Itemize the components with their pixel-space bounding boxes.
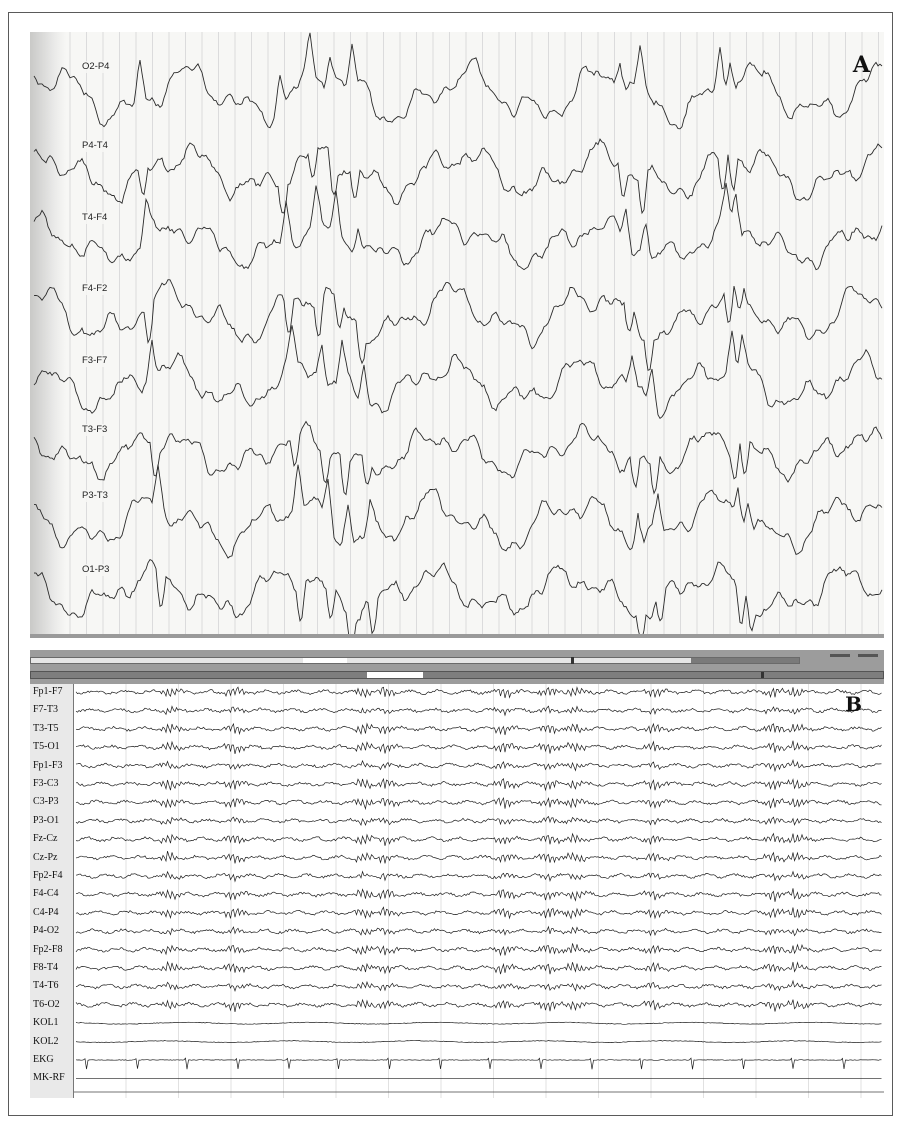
overview-recorded-range bbox=[691, 658, 799, 663]
panel-a-channel-label: T3-F3 bbox=[80, 424, 110, 436]
panel-b-channel-label: Cz-Pz bbox=[33, 851, 58, 863]
overview-event-marker bbox=[571, 657, 574, 664]
panel-b-channel-label: T6-O2 bbox=[33, 998, 60, 1010]
panel-b-channel-label: KOL1 bbox=[33, 1017, 59, 1029]
panel-b-channel-label: T5-O1 bbox=[33, 741, 60, 753]
paper-eeg-trace bbox=[33, 325, 883, 419]
panel-b-channel-label: P4-O2 bbox=[33, 925, 60, 937]
page-scrollbar-thumb[interactable] bbox=[367, 672, 423, 678]
panel-a-channel-label: F3-F7 bbox=[80, 355, 110, 367]
panel-a-channel-label: P3-T3 bbox=[80, 490, 110, 502]
digital-eeg-trace bbox=[75, 888, 882, 902]
paper-eeg-trace bbox=[33, 138, 883, 215]
panel-a-channel-label: O1-P3 bbox=[80, 564, 112, 576]
restore-icon[interactable] bbox=[858, 654, 878, 657]
digital-eeg-trace bbox=[75, 979, 882, 993]
panel-b-channel-label: F4-C4 bbox=[33, 888, 59, 900]
digital-eeg-trace bbox=[75, 1021, 882, 1025]
panel-b-channel-label: T3-T5 bbox=[33, 722, 59, 734]
digital-eeg-trace bbox=[75, 722, 882, 736]
digital-eeg-traces bbox=[74, 684, 884, 1098]
channel-label-sidebar bbox=[30, 684, 74, 1098]
digital-eeg-trace bbox=[75, 759, 882, 773]
paper-bottom-edge bbox=[30, 634, 884, 638]
digital-eeg-trace bbox=[75, 1040, 882, 1044]
panel-b-channel-label: Fz-Cz bbox=[33, 833, 58, 845]
panel-b-channel-label: Fp2-F4 bbox=[33, 870, 63, 881]
digital-eeg-trace bbox=[75, 777, 882, 792]
panel-b-channel-label: F7-T3 bbox=[33, 704, 58, 716]
digital-eeg-trace bbox=[75, 870, 882, 883]
panel-a-letter: A bbox=[852, 52, 870, 78]
digital-eeg-trace bbox=[75, 925, 882, 937]
panel-a-channel-label: O2-P4 bbox=[80, 61, 112, 73]
panel-a-channel-label: P4-T4 bbox=[80, 140, 110, 152]
digital-eeg-trace bbox=[75, 740, 882, 754]
panel-a-paper-eeg: O2-P4 P4-T4 T4-F4 F4-F2 F3-F7 T3-F3 P3-T3 O1-P3… bbox=[30, 32, 884, 638]
page-event-marker bbox=[761, 672, 764, 678]
panel-b-channel-label: EKG bbox=[33, 1054, 54, 1065]
paper-edge-shadow bbox=[30, 32, 66, 638]
panel-b-channel-label: F8-T4 bbox=[33, 962, 58, 973]
panel-b-digital-eeg: Fp1-F7 F7-T3 T3-T5 T5-O1 Fp1-F3 F3-C3 C3-P3 P3-… bbox=[30, 650, 884, 1098]
panel-b-channel-label: P3-O1 bbox=[33, 814, 60, 826]
digital-eeg-trace bbox=[75, 943, 882, 957]
panel-b-channel-label: KOL2 bbox=[33, 1035, 59, 1047]
panel-b-channel-label: MK-RF bbox=[33, 1072, 65, 1084]
viewer-toolbar bbox=[30, 650, 884, 684]
panel-b-channel-label: C4-P4 bbox=[33, 906, 59, 918]
panel-b-channel-label: Fp1-F3 bbox=[33, 759, 63, 771]
paper-eeg-trace bbox=[34, 464, 883, 559]
paper-eeg-trace bbox=[33, 559, 883, 638]
digital-eeg-trace bbox=[75, 998, 882, 1012]
overview-scrollbar[interactable] bbox=[30, 657, 800, 664]
paper-eeg-trace bbox=[33, 279, 883, 371]
digital-eeg-canvas bbox=[74, 684, 884, 1098]
digital-eeg-trace bbox=[75, 960, 882, 975]
paper-eeg-trace bbox=[33, 182, 883, 271]
paper-eeg-trace bbox=[33, 420, 883, 496]
panel-b-letter: B bbox=[845, 692, 862, 716]
page-scrollbar[interactable] bbox=[30, 671, 884, 679]
overview-scrollbar-thumb[interactable] bbox=[303, 658, 347, 663]
panel-b-channel-label: C3-P3 bbox=[33, 796, 59, 808]
digital-eeg-trace bbox=[75, 832, 882, 846]
panel-b-channel-label: F3-C3 bbox=[33, 778, 59, 789]
panel-b-channel-label: Fp1-F7 bbox=[33, 686, 63, 697]
paper-eeg-traces bbox=[33, 32, 883, 638]
panel-b-channel-label: T4-T6 bbox=[33, 980, 59, 992]
panel-a-channel-label: F4-F2 bbox=[80, 283, 110, 295]
digital-eeg-trace bbox=[75, 705, 882, 717]
digital-eeg-trace bbox=[75, 1057, 882, 1070]
digital-eeg-trace bbox=[75, 796, 882, 811]
digital-eeg-trace bbox=[75, 815, 882, 827]
paper-eeg-trace bbox=[33, 32, 883, 130]
panel-a-channel-label: T4-F4 bbox=[80, 212, 110, 224]
digital-eeg-trace bbox=[75, 906, 882, 920]
minimize-icon[interactable] bbox=[830, 654, 850, 657]
digital-eeg-trace bbox=[75, 686, 882, 699]
digital-eeg-trace bbox=[75, 850, 882, 864]
panel-b-channel-label: Fp2-F8 bbox=[33, 943, 63, 955]
